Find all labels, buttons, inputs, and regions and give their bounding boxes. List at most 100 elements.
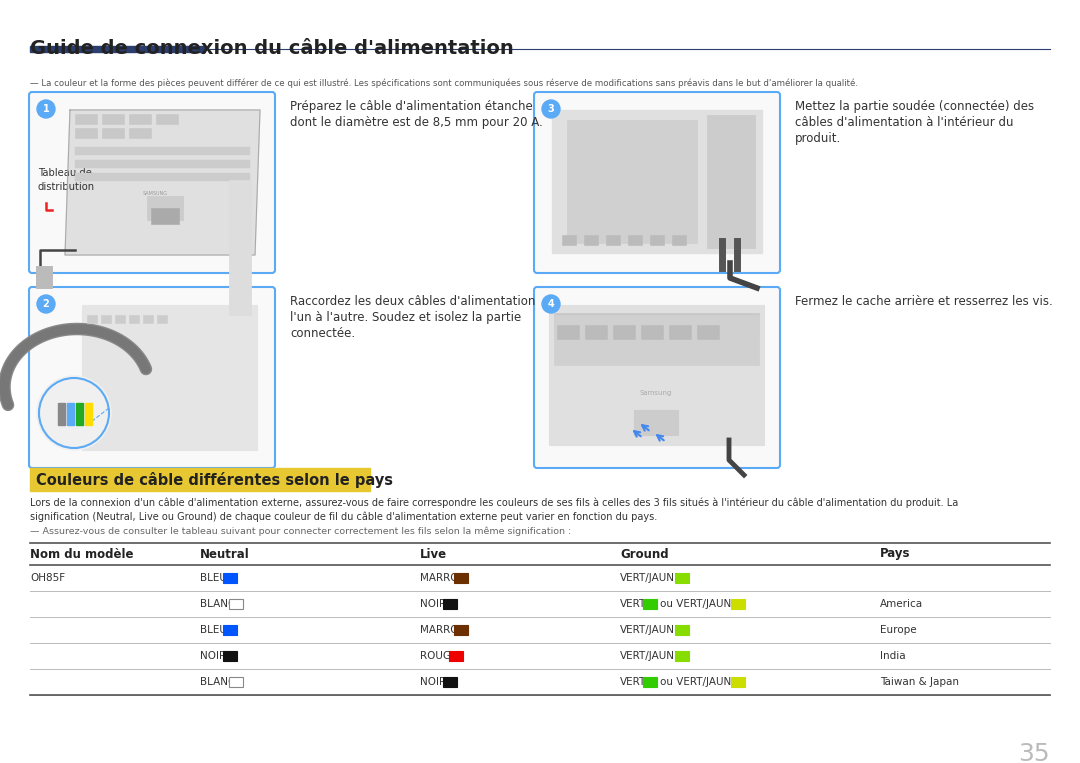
Text: ou VERT/JAUNE: ou VERT/JAUNE — [660, 677, 738, 687]
Bar — [642, 325, 663, 339]
Text: Mettez la partie soudée (connectée) des: Mettez la partie soudée (connectée) des — [795, 100, 1035, 113]
FancyBboxPatch shape — [534, 287, 780, 468]
Bar — [554, 313, 759, 335]
Text: Europe: Europe — [880, 625, 917, 635]
Text: Raccordez les deux câbles d'alimentation: Raccordez les deux câbles d'alimentation — [291, 295, 536, 308]
Text: ROUGE: ROUGE — [420, 651, 458, 661]
Bar — [584, 235, 598, 245]
FancyBboxPatch shape — [534, 92, 780, 273]
Polygon shape — [65, 110, 260, 255]
Text: 2: 2 — [42, 299, 50, 309]
Bar — [102, 315, 111, 323]
Bar — [224, 651, 238, 661]
Text: Couleurs de câble différentes selon le pays: Couleurs de câble différentes selon le p… — [36, 472, 393, 488]
Text: Guide de connexion du câble d'alimentation: Guide de connexion du câble d'alimentati… — [30, 39, 514, 58]
Bar — [224, 573, 238, 583]
Text: OH85F: OH85F — [30, 573, 65, 583]
Text: 35: 35 — [1018, 742, 1050, 763]
Bar — [76, 403, 83, 425]
Text: l'un à l'autre. Soudez et isolez la partie: l'un à l'autre. Soudez et isolez la part… — [291, 311, 522, 324]
Text: 4: 4 — [548, 299, 554, 309]
FancyBboxPatch shape — [29, 92, 275, 273]
Bar — [634, 410, 678, 435]
Bar — [224, 625, 238, 635]
Text: dont le diamètre est de 8,5 mm pour 20 A.: dont le diamètre est de 8,5 mm pour 20 A… — [291, 116, 543, 129]
Text: câbles d'alimentation à l'intérieur du: câbles d'alimentation à l'intérieur du — [795, 116, 1013, 129]
Text: VERT/JAUNE: VERT/JAUNE — [620, 625, 681, 635]
Bar — [114, 315, 125, 323]
Bar — [229, 599, 243, 609]
Text: BLEU: BLEU — [200, 573, 227, 583]
Text: produit.: produit. — [795, 132, 841, 145]
Bar — [87, 315, 97, 323]
Bar — [549, 305, 764, 445]
Text: — La couleur et la forme des pièces peuvent différer de ce qui est illustré. Les: — La couleur et la forme des pièces peuv… — [30, 78, 858, 88]
Bar — [562, 235, 576, 245]
Text: connectée.: connectée. — [291, 327, 355, 340]
FancyBboxPatch shape — [29, 287, 275, 468]
Text: Taiwan & Japan: Taiwan & Japan — [880, 677, 959, 687]
Bar — [552, 110, 762, 253]
Bar — [102, 128, 124, 138]
Bar — [58, 403, 65, 425]
Bar — [554, 315, 759, 365]
Text: America: America — [880, 599, 923, 609]
Text: Pays: Pays — [880, 548, 910, 561]
Text: 3: 3 — [548, 104, 554, 114]
Bar — [675, 625, 689, 635]
Bar — [151, 208, 179, 224]
Bar — [627, 235, 642, 245]
Text: NOIR: NOIR — [420, 599, 446, 609]
Text: ou VERT/JAUNE: ou VERT/JAUNE — [660, 599, 738, 609]
Bar — [613, 325, 635, 339]
Bar — [85, 403, 92, 425]
Bar — [75, 160, 249, 168]
Circle shape — [37, 295, 55, 313]
Bar — [156, 114, 178, 124]
Bar — [644, 677, 658, 687]
Bar — [448, 651, 462, 661]
Text: signification (Neutral, Live ou Ground) de chaque couleur de fil du câble d'alim: signification (Neutral, Live ou Ground) … — [30, 511, 658, 521]
Bar — [606, 235, 620, 245]
Bar — [557, 325, 579, 339]
Circle shape — [542, 295, 561, 313]
Bar — [75, 147, 249, 155]
Bar — [731, 599, 745, 609]
Bar — [669, 325, 691, 339]
Bar — [567, 120, 697, 243]
Bar — [731, 677, 745, 687]
Bar — [67, 403, 75, 425]
Bar — [675, 573, 689, 583]
Text: VERT: VERT — [620, 677, 646, 687]
Text: BLEU: BLEU — [200, 625, 227, 635]
Text: NOIR: NOIR — [200, 651, 226, 661]
Bar — [697, 325, 719, 339]
Text: MARRON: MARRON — [420, 625, 467, 635]
Text: VERT: VERT — [620, 599, 646, 609]
Bar — [675, 651, 689, 661]
Circle shape — [37, 100, 55, 118]
Bar — [443, 599, 457, 609]
Bar — [30, 468, 370, 491]
Bar — [75, 173, 249, 181]
Bar — [707, 115, 755, 248]
Text: Fermez le cache arrière et resserrez les vis.: Fermez le cache arrière et resserrez les… — [795, 295, 1053, 308]
Text: 1: 1 — [42, 104, 50, 114]
Text: Samsung: Samsung — [639, 390, 672, 396]
Circle shape — [542, 100, 561, 118]
Text: BLANC: BLANC — [200, 599, 235, 609]
Bar — [75, 114, 97, 124]
Bar — [147, 196, 183, 220]
Bar — [443, 677, 457, 687]
Bar — [454, 573, 468, 583]
Bar — [129, 128, 151, 138]
Text: VERT/JAUNE: VERT/JAUNE — [620, 651, 681, 661]
Circle shape — [39, 378, 109, 448]
Bar — [30, 46, 205, 52]
Bar — [229, 180, 251, 315]
Bar — [143, 315, 153, 323]
Bar — [644, 599, 658, 609]
Bar — [129, 114, 151, 124]
Bar — [102, 114, 124, 124]
Bar — [129, 315, 139, 323]
